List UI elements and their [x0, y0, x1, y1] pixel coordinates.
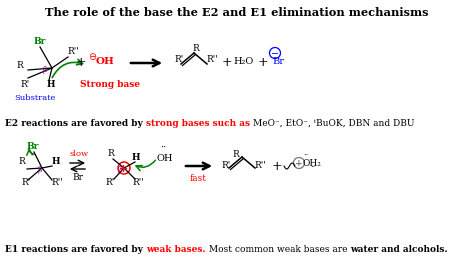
Text: R: R	[18, 157, 25, 166]
Text: E1 reactions are favored by: E1 reactions are favored by	[5, 245, 146, 254]
Text: OH: OH	[96, 57, 115, 67]
Text: H: H	[52, 157, 61, 166]
Text: R': R'	[21, 178, 30, 187]
Text: R'': R''	[67, 46, 79, 56]
Text: H: H	[132, 152, 140, 161]
Text: E2 reactions are favored by: E2 reactions are favored by	[5, 119, 146, 128]
Text: R': R'	[105, 178, 114, 187]
Text: +: +	[258, 56, 269, 68]
Text: Br: Br	[34, 37, 46, 46]
Text: The role of the base the E2 and E1 elimination mechanisms: The role of the base the E2 and E1 elimi…	[45, 7, 429, 18]
Text: Br: Br	[27, 142, 39, 151]
Text: OH: OH	[157, 154, 173, 163]
Text: ··: ··	[310, 163, 315, 171]
Text: Substrate: Substrate	[14, 94, 55, 102]
Text: H: H	[47, 80, 55, 89]
Text: +: +	[76, 57, 87, 69]
Text: water and alcohols.: water and alcohols.	[350, 245, 447, 254]
Text: Br: Br	[72, 173, 83, 182]
Text: β: β	[38, 166, 42, 174]
Text: slow: slow	[70, 150, 89, 158]
Text: R': R'	[174, 56, 183, 64]
Text: +: +	[295, 159, 303, 168]
Text: R': R'	[221, 161, 230, 170]
Text: R: R	[16, 61, 23, 69]
Text: −: −	[271, 48, 279, 58]
Text: R: R	[232, 150, 239, 159]
Text: β: β	[43, 66, 47, 74]
Text: R'': R''	[206, 56, 218, 64]
Text: H₂O: H₂O	[233, 57, 253, 67]
Text: R'': R''	[254, 161, 266, 170]
Text: R: R	[192, 44, 199, 53]
Text: R'': R''	[51, 178, 63, 187]
Text: strong bases such as: strong bases such as	[146, 119, 253, 128]
Text: ··: ··	[160, 143, 166, 151]
Text: Strong base: Strong base	[80, 80, 140, 89]
Text: +: +	[119, 163, 128, 173]
Text: fast: fast	[190, 174, 207, 183]
Text: weak bases.: weak bases.	[146, 245, 206, 254]
Text: +: +	[222, 56, 233, 68]
Text: OH₂: OH₂	[303, 159, 322, 167]
Text: R': R'	[20, 80, 29, 89]
Text: R: R	[107, 149, 114, 157]
Text: Most common weak bases are: Most common weak bases are	[206, 245, 350, 254]
Text: R'': R''	[132, 178, 144, 187]
Text: Br: Br	[272, 57, 284, 67]
Text: +: +	[272, 160, 283, 172]
Text: β: β	[118, 166, 122, 174]
Text: ··: ··	[303, 151, 308, 159]
Text: ⊖: ⊖	[88, 52, 96, 62]
Text: MeO⁻, EtO⁻, ᵗBuOK, DBN and DBU: MeO⁻, EtO⁻, ᵗBuOK, DBN and DBU	[253, 119, 414, 128]
